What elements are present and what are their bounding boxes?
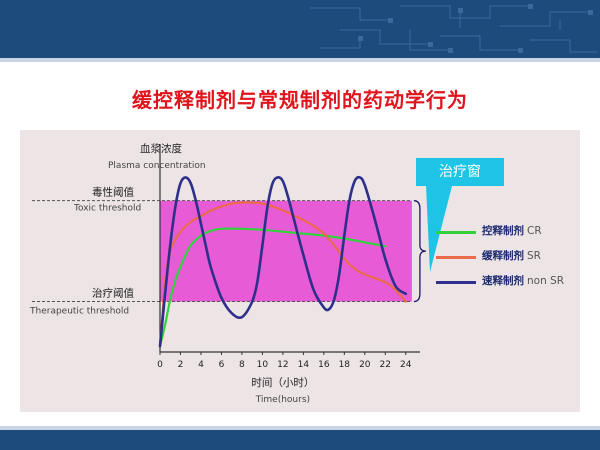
x-tick-label-16: 16: [318, 360, 330, 370]
x-tick-label-22: 22: [380, 360, 391, 370]
legend-name-nonsr: 速释制剂: [482, 275, 524, 287]
callout-pointer: [426, 186, 452, 272]
x-tick-label-10: 10: [257, 360, 269, 370]
therapeutic-threshold-label-en: Therapeutic threshold: [29, 307, 129, 317]
legend-code-sr: SR: [527, 250, 541, 262]
legend-label-nonsr: 速释制剂 non SR: [482, 273, 564, 288]
chart-legend: 控释制剂 CR 缓释制剂 SR 速释制剂 non SR: [436, 222, 586, 297]
legend-name-sr: 缓释制剂: [482, 250, 524, 262]
x-tick-label-14: 14: [298, 360, 310, 370]
legend-name-cr: 控释制剂: [482, 225, 524, 237]
window-brace: [413, 200, 426, 303]
toxic-threshold-label-cn: 毒性阈值: [92, 186, 134, 199]
y-axis-label-cn: 血浆浓度: [140, 142, 182, 155]
x-tick-label-6: 6: [219, 360, 225, 370]
legend-item-nonsr: 速释制剂 non SR: [436, 272, 586, 297]
legend-item-sr: 缓释制剂 SR: [436, 247, 586, 272]
x-tick-label-0: 0: [157, 360, 163, 370]
x-tick-label-2: 2: [178, 360, 184, 370]
footer-band: [0, 430, 600, 450]
x-tick-label-4: 4: [198, 360, 204, 370]
header-divider: [0, 58, 600, 62]
footer-divider: [0, 426, 600, 430]
x-tick-label-12: 12: [277, 360, 288, 370]
header-band: [0, 0, 600, 58]
y-axis-label-en: Plasma concentration: [108, 161, 206, 171]
legend-label-sr: 缓释制剂 SR: [482, 248, 541, 263]
x-axis-label-cn: 时间（小时）: [251, 376, 314, 389]
legend-swatch-cr: [436, 231, 476, 234]
x-tick-label-8: 8: [239, 360, 245, 370]
legend-code-cr: CR: [527, 225, 542, 237]
series-line-sr: [158, 201, 407, 348]
legend-swatch-sr: [436, 256, 476, 259]
legend-code-nonsr: non SR: [527, 275, 565, 287]
slide-title: 缓控释制剂与常规制剂的药动学行为: [132, 88, 468, 112]
therapeutic-window-band: [160, 200, 412, 302]
legend-swatch-nonsr: [436, 281, 476, 284]
x-tick-label-24: 24: [400, 360, 412, 370]
legend-label-cr: 控释制剂 CR: [482, 223, 542, 238]
therapeutic-threshold-label-cn: 治疗阈值: [92, 287, 134, 300]
x-tick-label-18: 18: [339, 360, 351, 370]
x-axis-label-en: Time(hours): [255, 395, 310, 405]
toxic-threshold-label-en: Toxic threshold: [73, 204, 141, 214]
x-tick-label-20: 20: [359, 360, 371, 370]
therapeutic-window-callout: 治疗窗: [416, 158, 504, 186]
series-line-nonsr: [158, 175, 408, 348]
legend-item-cr: 控释制剂 CR: [436, 222, 586, 247]
circuit-pattern-decoration: [310, 4, 598, 53]
